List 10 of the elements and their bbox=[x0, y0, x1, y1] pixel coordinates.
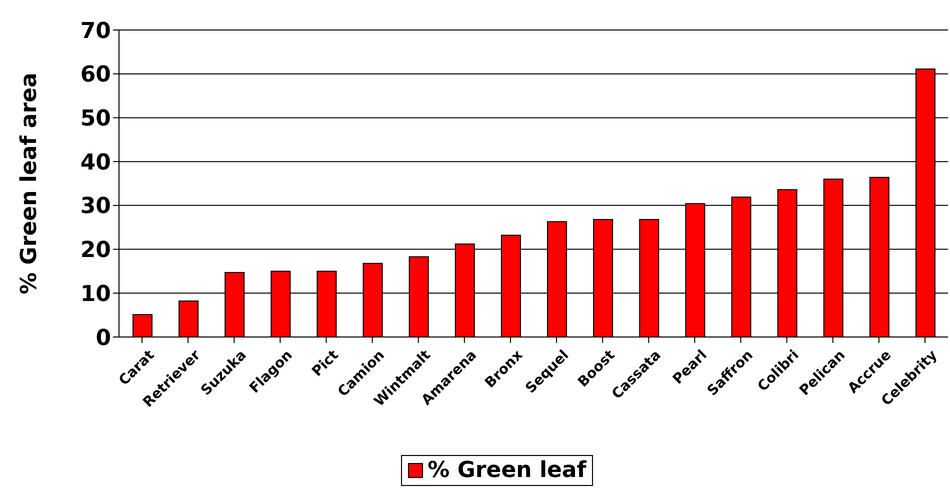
y-tick-label: 10 bbox=[80, 282, 111, 307]
y-axis-title: % Green leaf area bbox=[16, 72, 42, 294]
y-tick-label: 60 bbox=[80, 62, 111, 88]
legend-label: % Green leaf bbox=[426, 458, 586, 483]
y-tick-label: 0 bbox=[96, 326, 111, 351]
y-tick-label: 70 bbox=[80, 18, 111, 44]
y-tick-label: 40 bbox=[80, 150, 111, 176]
y-tick-label: 50 bbox=[80, 106, 111, 132]
y-tick-label: 30 bbox=[80, 194, 111, 220]
y-tick-label: 20 bbox=[80, 238, 111, 264]
